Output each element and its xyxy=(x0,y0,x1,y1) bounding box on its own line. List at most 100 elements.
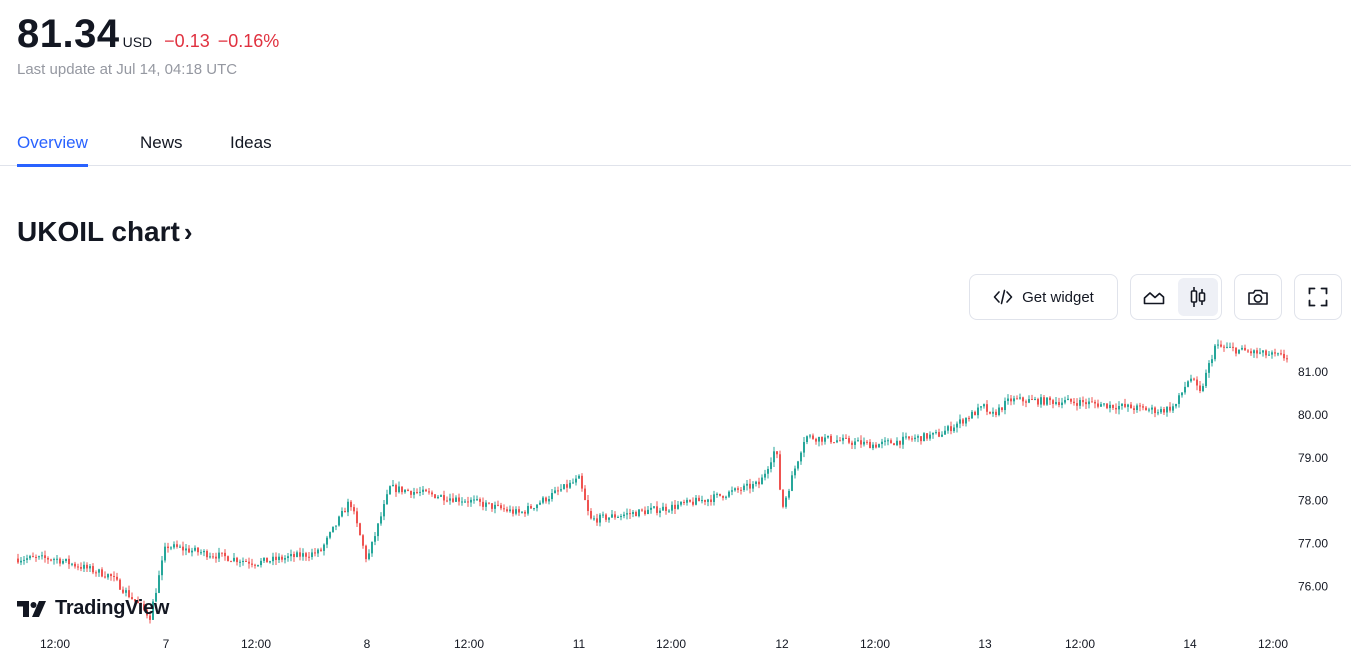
candle-body xyxy=(965,417,967,424)
candle-body xyxy=(554,490,556,494)
candles-style-button[interactable] xyxy=(1178,278,1218,316)
candle-body xyxy=(641,509,643,511)
candle-body xyxy=(215,556,217,559)
candle-body xyxy=(383,504,385,517)
candle-body xyxy=(191,550,193,553)
candle-body xyxy=(389,486,391,495)
candle-body xyxy=(71,563,73,565)
candle-body xyxy=(29,556,31,559)
candle-body xyxy=(260,560,262,566)
tab-ideas[interactable]: Ideas xyxy=(230,133,272,152)
y-tick-label: 76.00 xyxy=(1298,579,1328,593)
candle-body xyxy=(212,556,214,558)
get-widget-button[interactable]: Get widget xyxy=(969,274,1118,320)
candle-body xyxy=(866,441,868,443)
candle-body xyxy=(1106,403,1108,409)
candle-body xyxy=(452,498,454,502)
candle-body xyxy=(83,564,85,569)
candle-body xyxy=(653,506,655,508)
candle-body xyxy=(1253,350,1255,354)
candle-body xyxy=(629,513,631,515)
candle-body xyxy=(899,440,901,445)
candle-body xyxy=(671,504,673,511)
x-tick-label: 7 xyxy=(163,637,170,651)
candle-body xyxy=(272,556,274,562)
candle-body xyxy=(233,557,235,562)
x-tick-label: 11 xyxy=(573,637,586,651)
last-update-text: Last update at Jul 14, 04:18 UTC xyxy=(17,61,238,78)
candle-body xyxy=(479,499,481,502)
candle-body xyxy=(767,468,769,474)
candle-body xyxy=(575,478,577,483)
candle-body xyxy=(617,516,619,518)
candle-body xyxy=(506,509,508,512)
candle-body xyxy=(944,430,946,435)
candle-body xyxy=(89,566,91,569)
candle-body xyxy=(1001,407,1003,411)
candle-body xyxy=(908,436,910,439)
candle-body xyxy=(974,411,976,416)
candle-body xyxy=(962,419,964,424)
candle-body xyxy=(1097,403,1099,407)
candle-body xyxy=(656,506,658,513)
snapshot-button[interactable] xyxy=(1234,274,1282,320)
candle-body xyxy=(293,554,295,557)
candle-body xyxy=(842,437,844,441)
candle-body xyxy=(791,475,793,491)
candle-body xyxy=(716,493,718,495)
candle-body xyxy=(971,411,973,419)
candle-body xyxy=(449,498,451,501)
candle-body xyxy=(941,434,943,437)
candle-body xyxy=(989,411,991,414)
tradingview-logo[interactable]: TradingView xyxy=(17,597,169,620)
candle-body xyxy=(890,440,892,444)
candle-body xyxy=(1040,397,1042,405)
candle-body xyxy=(290,554,292,557)
fullscreen-button[interactable] xyxy=(1294,274,1342,320)
candle-body xyxy=(902,436,904,445)
x-tick-label: 12:00 xyxy=(241,637,271,651)
candle-body xyxy=(1265,350,1267,356)
candle-body xyxy=(1067,398,1069,401)
candle-body xyxy=(401,486,403,493)
candle-body xyxy=(161,560,163,576)
candle-body xyxy=(992,411,994,414)
candle-body xyxy=(548,499,550,502)
candle-body xyxy=(509,509,511,512)
candle-body xyxy=(275,556,277,560)
candle-body xyxy=(953,427,955,432)
candle-body xyxy=(404,489,406,493)
candle-body xyxy=(1187,381,1189,387)
candle-body xyxy=(1247,350,1249,352)
candle-body xyxy=(302,553,304,557)
candle-body xyxy=(485,502,487,507)
candle-body xyxy=(650,507,652,510)
candle-body xyxy=(611,514,613,518)
chart-title-link[interactable]: UKOIL chart › xyxy=(17,216,193,248)
candle-body xyxy=(668,510,670,512)
candle-body xyxy=(638,509,640,517)
candle-body xyxy=(779,454,781,490)
candle-body xyxy=(743,485,745,490)
candle-body xyxy=(527,506,529,514)
candle-body xyxy=(59,558,61,564)
candle-body xyxy=(440,495,442,497)
tab-overview[interactable]: Overview xyxy=(17,133,88,167)
candle-body xyxy=(968,417,970,419)
candle-body xyxy=(98,569,100,573)
candle-body xyxy=(1127,404,1129,407)
candle-body xyxy=(935,432,937,434)
candle-body xyxy=(263,557,265,561)
candle-body xyxy=(1112,404,1114,408)
candle-body xyxy=(662,506,664,511)
candle-body xyxy=(65,558,67,561)
tab-news[interactable]: News xyxy=(140,133,183,152)
candle-body xyxy=(749,483,751,489)
candle-body xyxy=(140,603,142,605)
candle-body xyxy=(443,495,445,501)
candle-body xyxy=(815,438,817,442)
x-tick-label: 12:00 xyxy=(1258,637,1288,651)
chart-title: UKOIL chart xyxy=(17,216,180,247)
area-style-button[interactable] xyxy=(1134,278,1174,316)
